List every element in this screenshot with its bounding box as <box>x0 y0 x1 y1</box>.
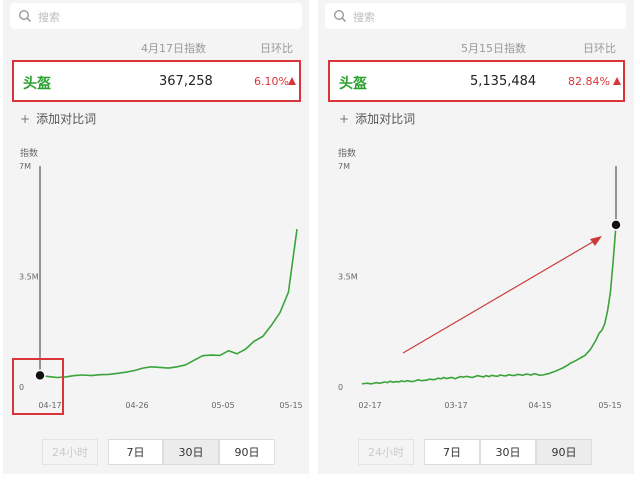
search-placeholder: 搜索 <box>353 11 375 24</box>
range-30d-button[interactable]: 30日 <box>480 439 536 465</box>
x-tick-label: 05-15 <box>279 401 302 410</box>
up-arrow-icon <box>288 77 296 85</box>
search-box[interactable]: 搜索 <box>325 3 626 29</box>
keyword-row[interactable]: 头盔 367,258 6.10% <box>12 60 301 102</box>
up-arrow-icon <box>613 77 621 85</box>
range-selector: 24小时 7日 30日 90日 <box>358 439 592 465</box>
y-tick-label: 0 <box>338 383 343 392</box>
highlight-box <box>12 358 64 415</box>
y-tick-label: 3.5M <box>338 273 358 282</box>
plus-icon: + <box>20 112 31 126</box>
y-tick-label: 7M <box>338 162 350 171</box>
change-percent: 6.10% <box>254 75 289 88</box>
add-compare-button[interactable]: + 添加对比词 <box>20 110 96 127</box>
range-30d-button[interactable]: 30日 <box>163 439 219 465</box>
range-24h-button[interactable]: 24小时 <box>42 439 98 465</box>
trend-chart: 7M 3.5M 0 04-17 04-26 05-05 05-15 <box>12 162 303 415</box>
series-line <box>361 224 617 385</box>
search-box[interactable]: 搜索 <box>10 3 302 29</box>
trend-panel-left: 搜索 4月17日指数 日环比 头盔 367,258 6.10% + 添加对比词 指… <box>3 0 309 474</box>
x-tick-label: 05-15 <box>598 401 621 410</box>
add-compare-button[interactable]: + 添加对比词 <box>339 110 415 127</box>
keyword-row[interactable]: 头盔 5,135,484 82.84% <box>328 60 625 102</box>
add-compare-label: 添加对比词 <box>355 112 416 126</box>
trend-chart: 7M 3.5M 0 02-17 03-17 04-15 05-15 <box>338 162 622 410</box>
series-line <box>39 228 298 379</box>
ratio-column-header: 日环比 <box>583 42 616 55</box>
index-value: 367,258 <box>159 74 213 89</box>
range-7d-button[interactable]: 7日 <box>424 439 480 465</box>
range-90d-button[interactable]: 90日 <box>219 439 275 465</box>
search-icon <box>18 9 32 23</box>
x-tick-label: 05-05 <box>211 401 234 410</box>
cursor-dot[interactable] <box>610 219 622 231</box>
y-tick-label: 3.5M <box>19 273 39 282</box>
ratio-column-header: 日环比 <box>260 42 293 55</box>
y-tick-label: 7M <box>19 162 31 171</box>
y-axis-label: 指数 <box>20 149 39 159</box>
trend-arrow-line <box>402 239 597 354</box>
keyword-label: 头盔 <box>23 76 51 92</box>
range-selector: 24小时 7日 30日 90日 <box>42 439 275 465</box>
x-tick-label: 03-17 <box>444 401 467 410</box>
date-column-header: 4月17日指数 <box>141 42 206 55</box>
x-tick-label: 04-17 <box>38 401 61 410</box>
add-compare-label: 添加对比词 <box>36 112 97 126</box>
trend-arrow-head <box>590 236 602 246</box>
change-percent: 82.84% <box>568 75 610 88</box>
cursor-dot[interactable] <box>34 369 46 382</box>
x-tick-label: 04-15 <box>528 401 551 410</box>
search-placeholder: 搜索 <box>38 11 60 24</box>
x-tick-label: 02-17 <box>358 401 381 410</box>
search-icon <box>333 9 347 23</box>
index-value: 5,135,484 <box>470 74 537 89</box>
keyword-label: 头盔 <box>339 76 367 92</box>
range-90d-button[interactable]: 90日 <box>536 439 592 465</box>
plus-icon: + <box>339 112 350 126</box>
trend-panel-right: 搜索 5月15日指数 日环比 头盔 5,135,484 82.84% + 添加对比… <box>318 0 634 474</box>
y-tick-label: 0 <box>19 383 24 392</box>
range-7d-button[interactable]: 7日 <box>108 439 163 465</box>
range-24h-button[interactable]: 24小时 <box>358 439 414 465</box>
date-column-header: 5月15日指数 <box>461 42 526 55</box>
y-axis-label: 指数 <box>338 149 357 159</box>
x-tick-label: 04-26 <box>125 401 148 410</box>
